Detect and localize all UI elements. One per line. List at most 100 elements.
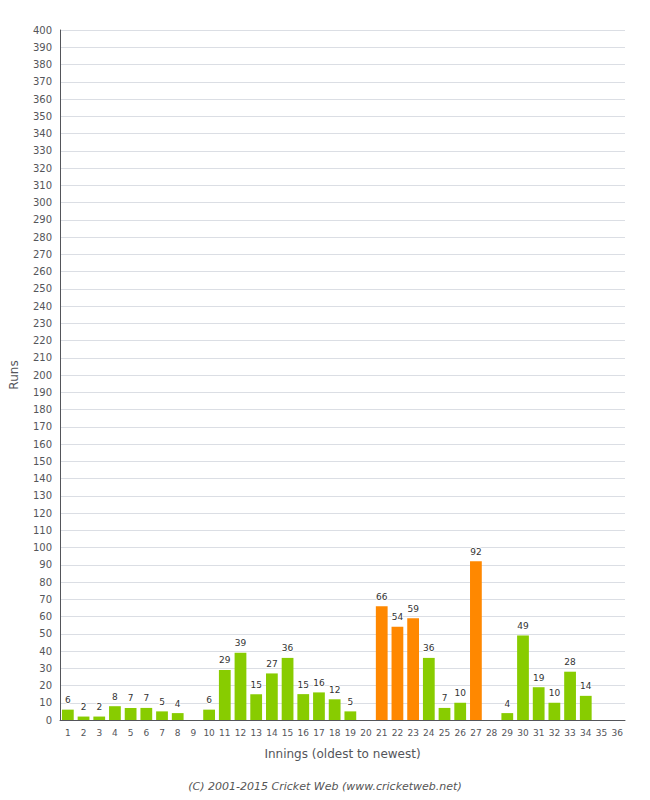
svg-text:130: 130	[33, 490, 52, 501]
svg-text:30: 30	[517, 728, 529, 738]
svg-text:0: 0	[46, 715, 52, 726]
svg-text:23: 23	[407, 728, 418, 738]
svg-text:26: 26	[454, 728, 466, 738]
svg-text:1: 1	[65, 728, 71, 738]
svg-text:120: 120	[33, 508, 52, 519]
svg-text:15: 15	[250, 680, 261, 690]
svg-text:49: 49	[517, 621, 529, 631]
svg-text:28: 28	[486, 728, 498, 738]
svg-text:310: 310	[33, 180, 52, 191]
svg-text:29: 29	[219, 655, 231, 665]
svg-text:240: 240	[33, 301, 52, 312]
svg-text:14: 14	[266, 728, 278, 738]
svg-text:100: 100	[33, 542, 52, 553]
svg-text:20: 20	[39, 680, 52, 691]
svg-text:28: 28	[564, 657, 576, 667]
svg-text:31: 31	[533, 728, 544, 738]
svg-text:370: 370	[33, 76, 52, 87]
svg-text:92: 92	[470, 547, 481, 557]
svg-text:21: 21	[376, 728, 387, 738]
svg-text:66: 66	[376, 592, 388, 602]
svg-text:10: 10	[454, 688, 466, 698]
svg-text:14: 14	[580, 681, 592, 691]
svg-text:60: 60	[39, 611, 52, 622]
svg-text:4: 4	[504, 699, 510, 709]
svg-text:10: 10	[549, 688, 561, 698]
svg-text:16: 16	[313, 678, 325, 688]
svg-text:36: 36	[423, 643, 435, 653]
svg-text:19: 19	[345, 728, 357, 738]
svg-text:6: 6	[65, 695, 71, 705]
svg-text:19: 19	[533, 673, 545, 683]
svg-text:220: 220	[33, 335, 52, 346]
svg-text:27: 27	[266, 659, 277, 669]
svg-text:8: 8	[112, 692, 118, 702]
svg-text:36: 36	[282, 643, 294, 653]
svg-text:27: 27	[470, 728, 481, 738]
svg-text:3: 3	[96, 728, 102, 738]
svg-text:40: 40	[39, 646, 52, 657]
svg-text:59: 59	[407, 604, 419, 614]
svg-text:6: 6	[143, 728, 149, 738]
svg-text:7: 7	[143, 693, 149, 703]
svg-text:34: 34	[580, 728, 592, 738]
svg-text:5: 5	[159, 697, 165, 707]
svg-text:150: 150	[33, 456, 52, 467]
svg-text:12: 12	[235, 728, 246, 738]
svg-text:11: 11	[219, 728, 230, 738]
svg-text:190: 190	[33, 387, 52, 398]
svg-text:4: 4	[112, 728, 118, 738]
svg-text:39: 39	[235, 638, 247, 648]
svg-text:160: 160	[33, 439, 52, 450]
svg-text:10: 10	[203, 728, 215, 738]
svg-text:260: 260	[33, 266, 52, 277]
svg-text:210: 210	[33, 352, 52, 363]
svg-text:20: 20	[360, 728, 372, 738]
svg-text:6: 6	[206, 695, 212, 705]
svg-text:2: 2	[81, 728, 87, 738]
svg-text:140: 140	[33, 473, 52, 484]
svg-text:170: 170	[33, 421, 52, 432]
svg-text:270: 270	[33, 249, 52, 260]
svg-text:380: 380	[33, 59, 52, 70]
svg-text:5: 5	[347, 697, 353, 707]
svg-text:330: 330	[33, 145, 52, 156]
svg-text:25: 25	[439, 728, 450, 738]
svg-text:7: 7	[442, 693, 448, 703]
svg-text:(C) 2001-2015 Cricket Web (www: (C) 2001-2015 Cricket Web (www.cricketwe…	[188, 780, 461, 793]
svg-text:110: 110	[33, 525, 52, 536]
svg-text:2: 2	[81, 702, 87, 712]
svg-text:350: 350	[33, 111, 52, 122]
svg-text:33: 33	[564, 728, 575, 738]
svg-text:340: 340	[33, 128, 52, 139]
svg-text:80: 80	[39, 577, 52, 588]
svg-text:9: 9	[191, 728, 197, 738]
svg-text:7: 7	[128, 693, 134, 703]
svg-text:90: 90	[39, 559, 52, 570]
svg-text:15: 15	[298, 680, 309, 690]
svg-text:10: 10	[39, 697, 52, 708]
svg-text:230: 230	[33, 318, 52, 329]
svg-text:30: 30	[39, 663, 52, 674]
svg-text:50: 50	[39, 628, 52, 639]
svg-text:18: 18	[329, 728, 341, 738]
svg-text:22: 22	[392, 728, 403, 738]
svg-text:32: 32	[549, 728, 560, 738]
svg-text:250: 250	[33, 283, 52, 294]
svg-text:Innings (oldest to newest): Innings (oldest to newest)	[264, 747, 420, 761]
svg-text:300: 300	[33, 197, 52, 208]
svg-text:15: 15	[282, 728, 293, 738]
svg-text:13: 13	[250, 728, 261, 738]
svg-text:29: 29	[502, 728, 514, 738]
svg-text:17: 17	[313, 728, 324, 738]
svg-text:7: 7	[159, 728, 165, 738]
svg-text:180: 180	[33, 404, 52, 415]
svg-text:70: 70	[39, 594, 52, 605]
svg-text:290: 290	[33, 214, 52, 225]
svg-text:36: 36	[611, 728, 623, 738]
svg-text:5: 5	[128, 728, 134, 738]
svg-text:2: 2	[96, 702, 102, 712]
svg-text:280: 280	[33, 232, 52, 243]
svg-text:320: 320	[33, 163, 52, 174]
svg-text:390: 390	[33, 42, 52, 53]
